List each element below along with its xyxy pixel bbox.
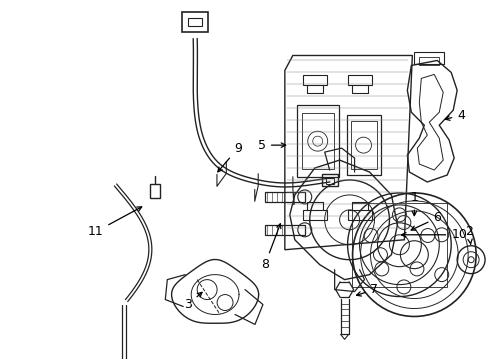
Bar (302, 210, 326, 220)
Bar (302, 75, 326, 85)
Bar (296, 105, 338, 177)
Text: 4: 4 (445, 109, 464, 122)
Text: 6: 6 (410, 211, 440, 230)
Bar (350, 121, 377, 169)
Text: 10: 10 (401, 228, 466, 241)
Text: 11: 11 (87, 207, 142, 238)
Text: 3: 3 (184, 292, 202, 311)
Bar (321, 174, 337, 186)
Text: 9: 9 (217, 141, 242, 172)
Text: 7: 7 (356, 283, 378, 296)
Bar (346, 115, 381, 175)
Text: 8: 8 (261, 224, 280, 271)
Bar (150, 184, 160, 198)
Bar (413, 53, 443, 64)
Text: 1: 1 (409, 192, 417, 216)
Bar (264, 192, 304, 202)
Bar (182, 12, 208, 32)
Bar (347, 75, 371, 85)
Bar (188, 18, 202, 26)
Text: 5: 5 (257, 139, 285, 152)
Bar (325, 178, 333, 184)
Text: 2: 2 (464, 225, 472, 244)
Bar (301, 113, 333, 169)
Bar (347, 210, 371, 220)
Bar (419, 58, 438, 66)
Bar (351, 203, 447, 287)
Bar (264, 225, 304, 235)
